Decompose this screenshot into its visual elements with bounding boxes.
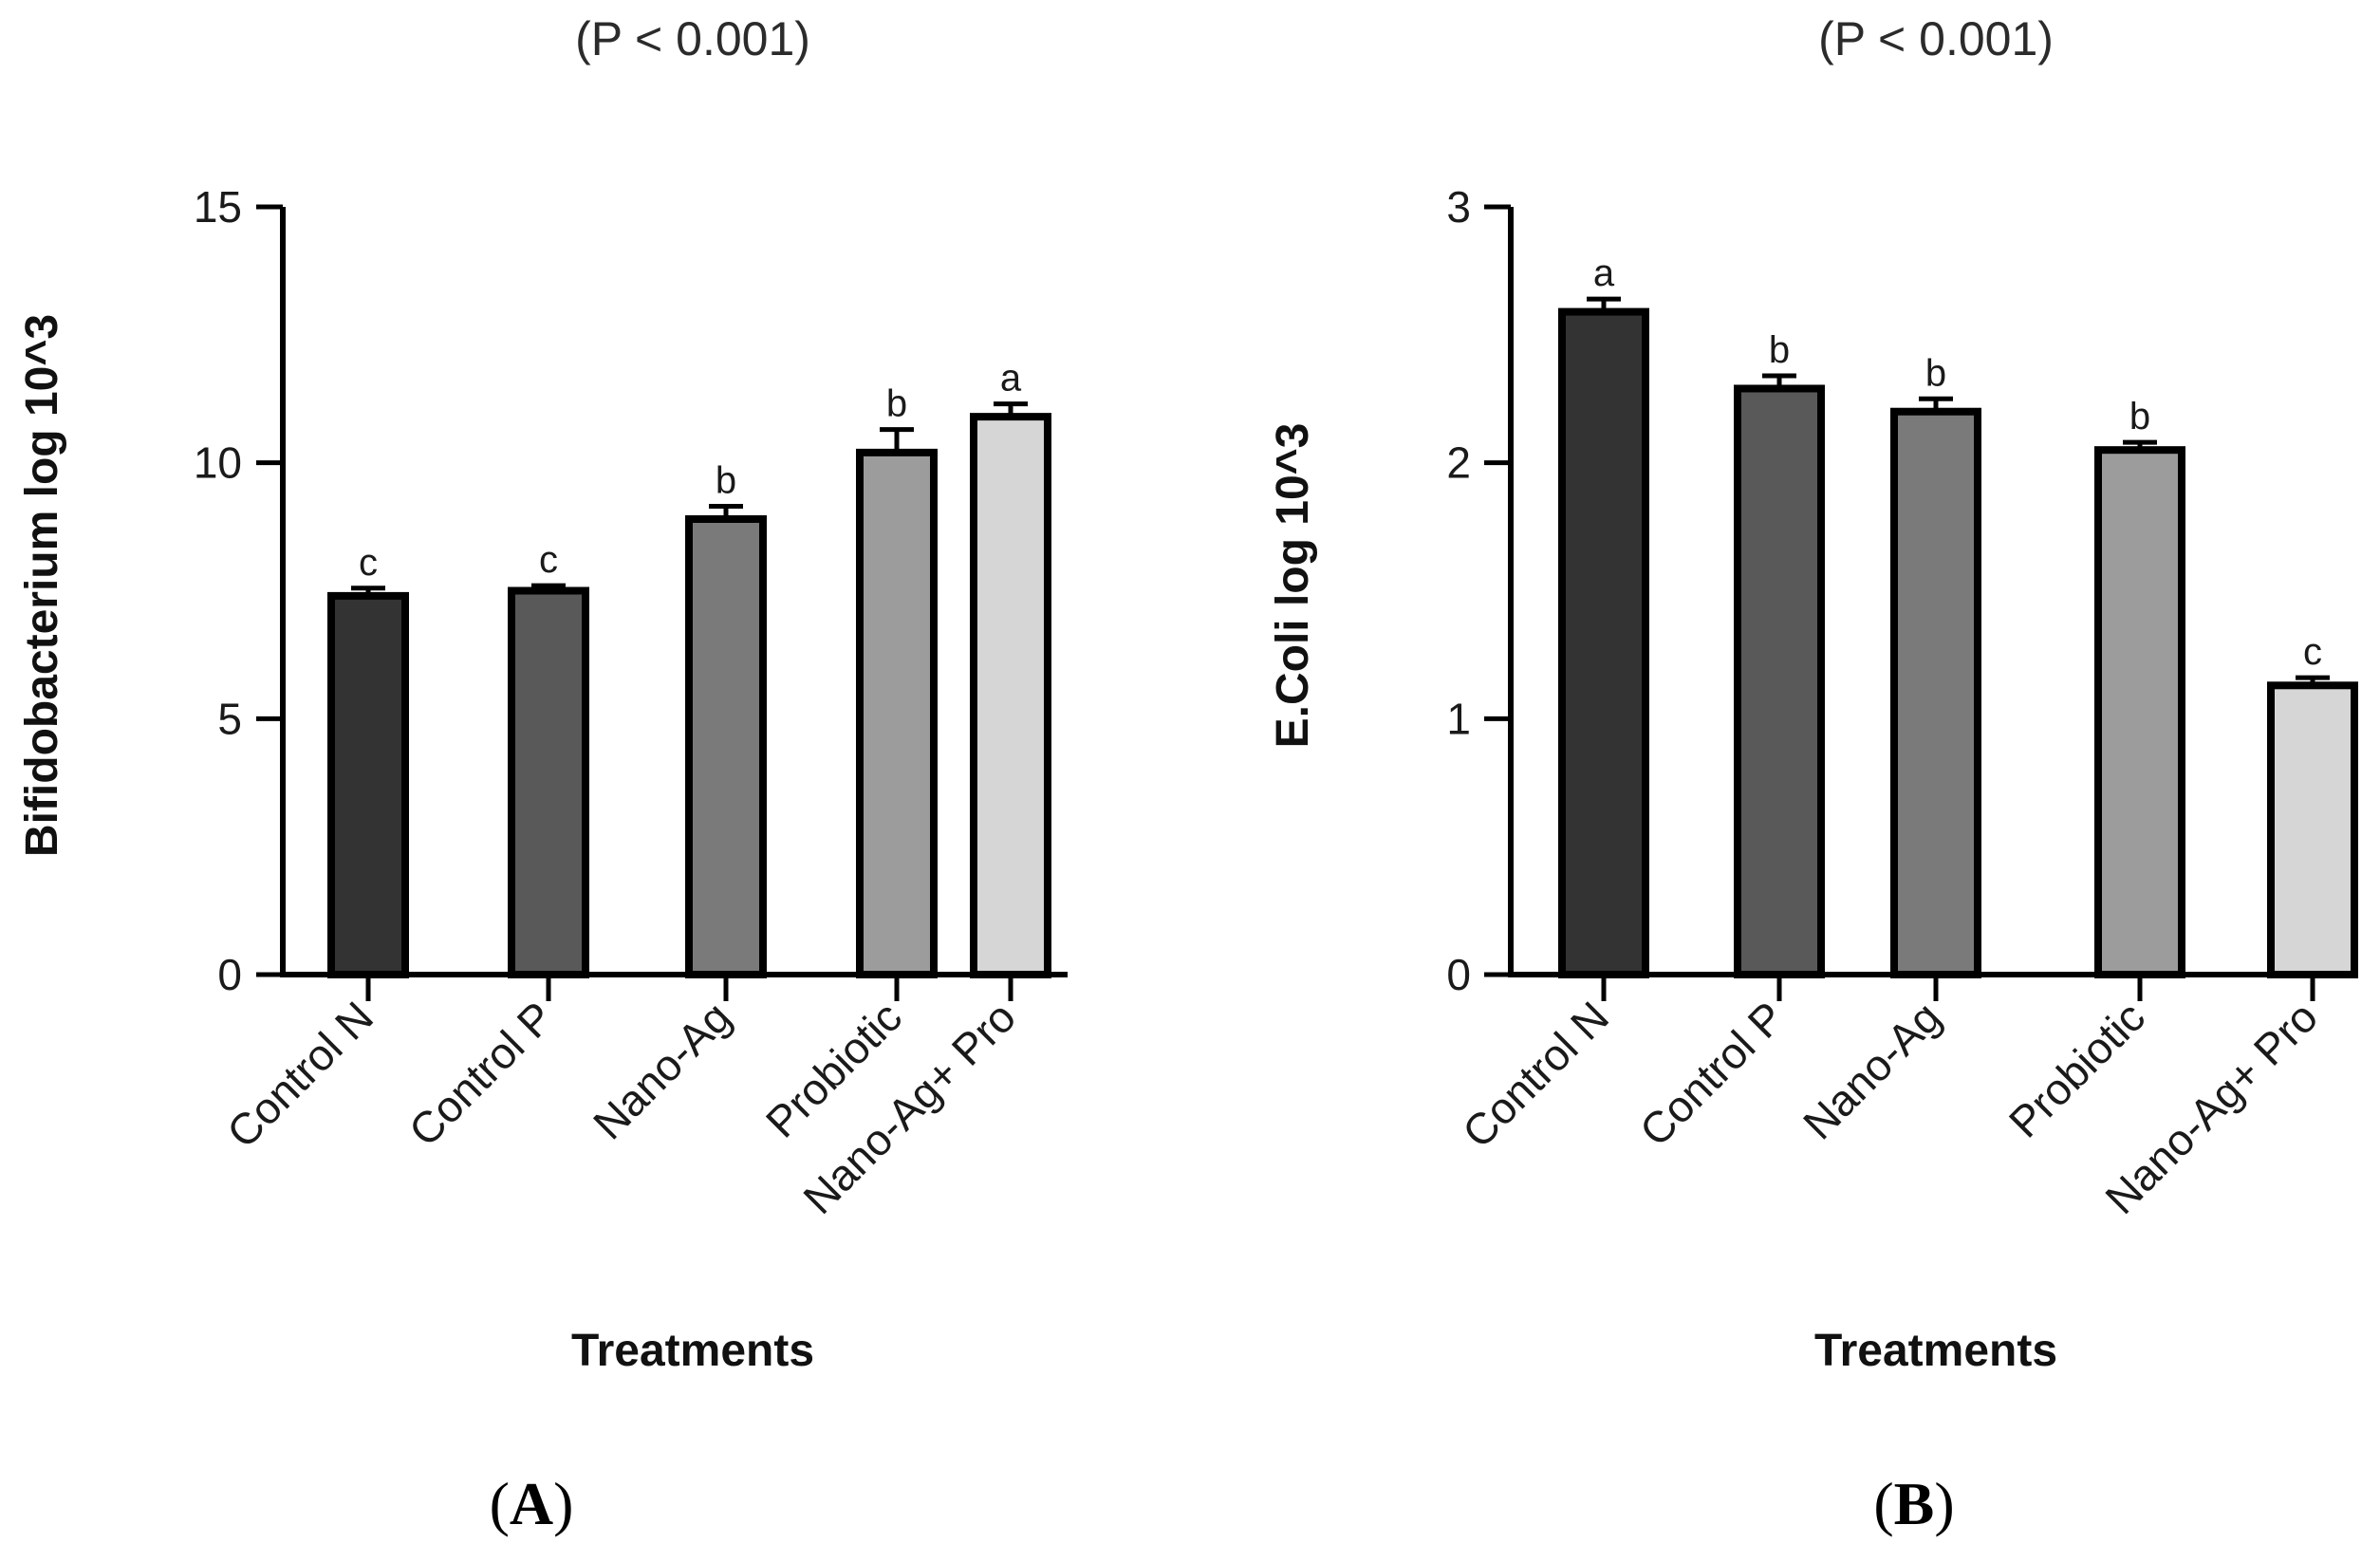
chart-b: (P < 0.001) E.Coli log 10^3 Treatments a… [1268, 12, 2358, 1537]
chart-b-ylabel: E.Coli log 10^3 [1268, 423, 1318, 749]
chart-b-panel-label: (B) [1873, 1470, 1954, 1537]
chart-a-bar [327, 591, 409, 978]
chart-a-xlabel: Treatments [571, 1326, 814, 1376]
chart-a-y-tick-label: 5 [217, 694, 242, 743]
chart-b-y-tick-label: 0 [1446, 950, 1471, 999]
chart-b-y-tick-label: 2 [1446, 438, 1471, 488]
chart-a-category-label: Control P [400, 992, 563, 1155]
chart-a-significance-label: c [359, 542, 378, 584]
chart-a-y-tick-label: 10 [194, 438, 242, 488]
chart-a-significance-label: b [716, 460, 736, 502]
chart-b-title: (P < 0.001) [1818, 12, 2054, 65]
chart-b-y-tick-label: 3 [1446, 182, 1471, 232]
chart-b-plot: a b b b c 0 1 2 3 Control N Control P Nano-Ag Probio… [1446, 182, 2358, 1223]
chart-b-significance-label: c [2303, 631, 2322, 673]
chart-b-significance-label: a [1593, 252, 1615, 294]
chart-a-category-label: Nano-Ag [584, 992, 740, 1148]
chart-b-category-label: Nano-Ag [1794, 992, 1950, 1148]
chart-a-significance-label: b [886, 383, 907, 425]
chart-b-bar [2267, 681, 2358, 978]
chart-b-significance-label: b [1769, 329, 1790, 371]
chart-a: (P < 0.001) Bifidobacterium log 10^3 Tre… [17, 12, 1068, 1537]
chart-a-bar [685, 514, 767, 978]
chart-b-y-tick-label: 1 [1446, 694, 1471, 743]
chart-a-bar [970, 413, 1051, 979]
chart-a-bar [508, 586, 589, 978]
chart-a-bar [856, 448, 938, 978]
chart-a-significance-label: a [1000, 358, 1022, 400]
chart-b-significance-label: b [2129, 396, 2150, 437]
chart-b-category-label: Probiotic [1999, 992, 2154, 1146]
chart-b-panel-letter: B [1894, 1470, 1935, 1537]
chart-b-bar [1558, 307, 1649, 978]
chart-b-significance-label: b [1925, 352, 1946, 394]
chart-a-significance-label: c [539, 539, 558, 581]
chart-b-bar [1890, 407, 1981, 978]
chart-a-title: (P < 0.001) [575, 12, 810, 65]
chart-a-y-tick-label: 0 [217, 950, 242, 999]
chart-a-ylabel: Bifidobacterium log 10^3 [17, 314, 67, 857]
chart-b-bar [1734, 384, 1825, 979]
chart-b-category-label: Control N [1453, 992, 1618, 1157]
chart-b-xlabel: Treatments [1814, 1326, 2057, 1376]
chart-a-panel-label: (A) [490, 1470, 574, 1537]
chart-a-y-tick-label: 15 [194, 182, 242, 232]
chart-b-bar [2094, 446, 2185, 978]
chart-a-panel-letter: A [510, 1470, 553, 1537]
chart-a-category-label: Control N [217, 992, 382, 1157]
chart-b-category-label: Control P [1630, 992, 1794, 1155]
